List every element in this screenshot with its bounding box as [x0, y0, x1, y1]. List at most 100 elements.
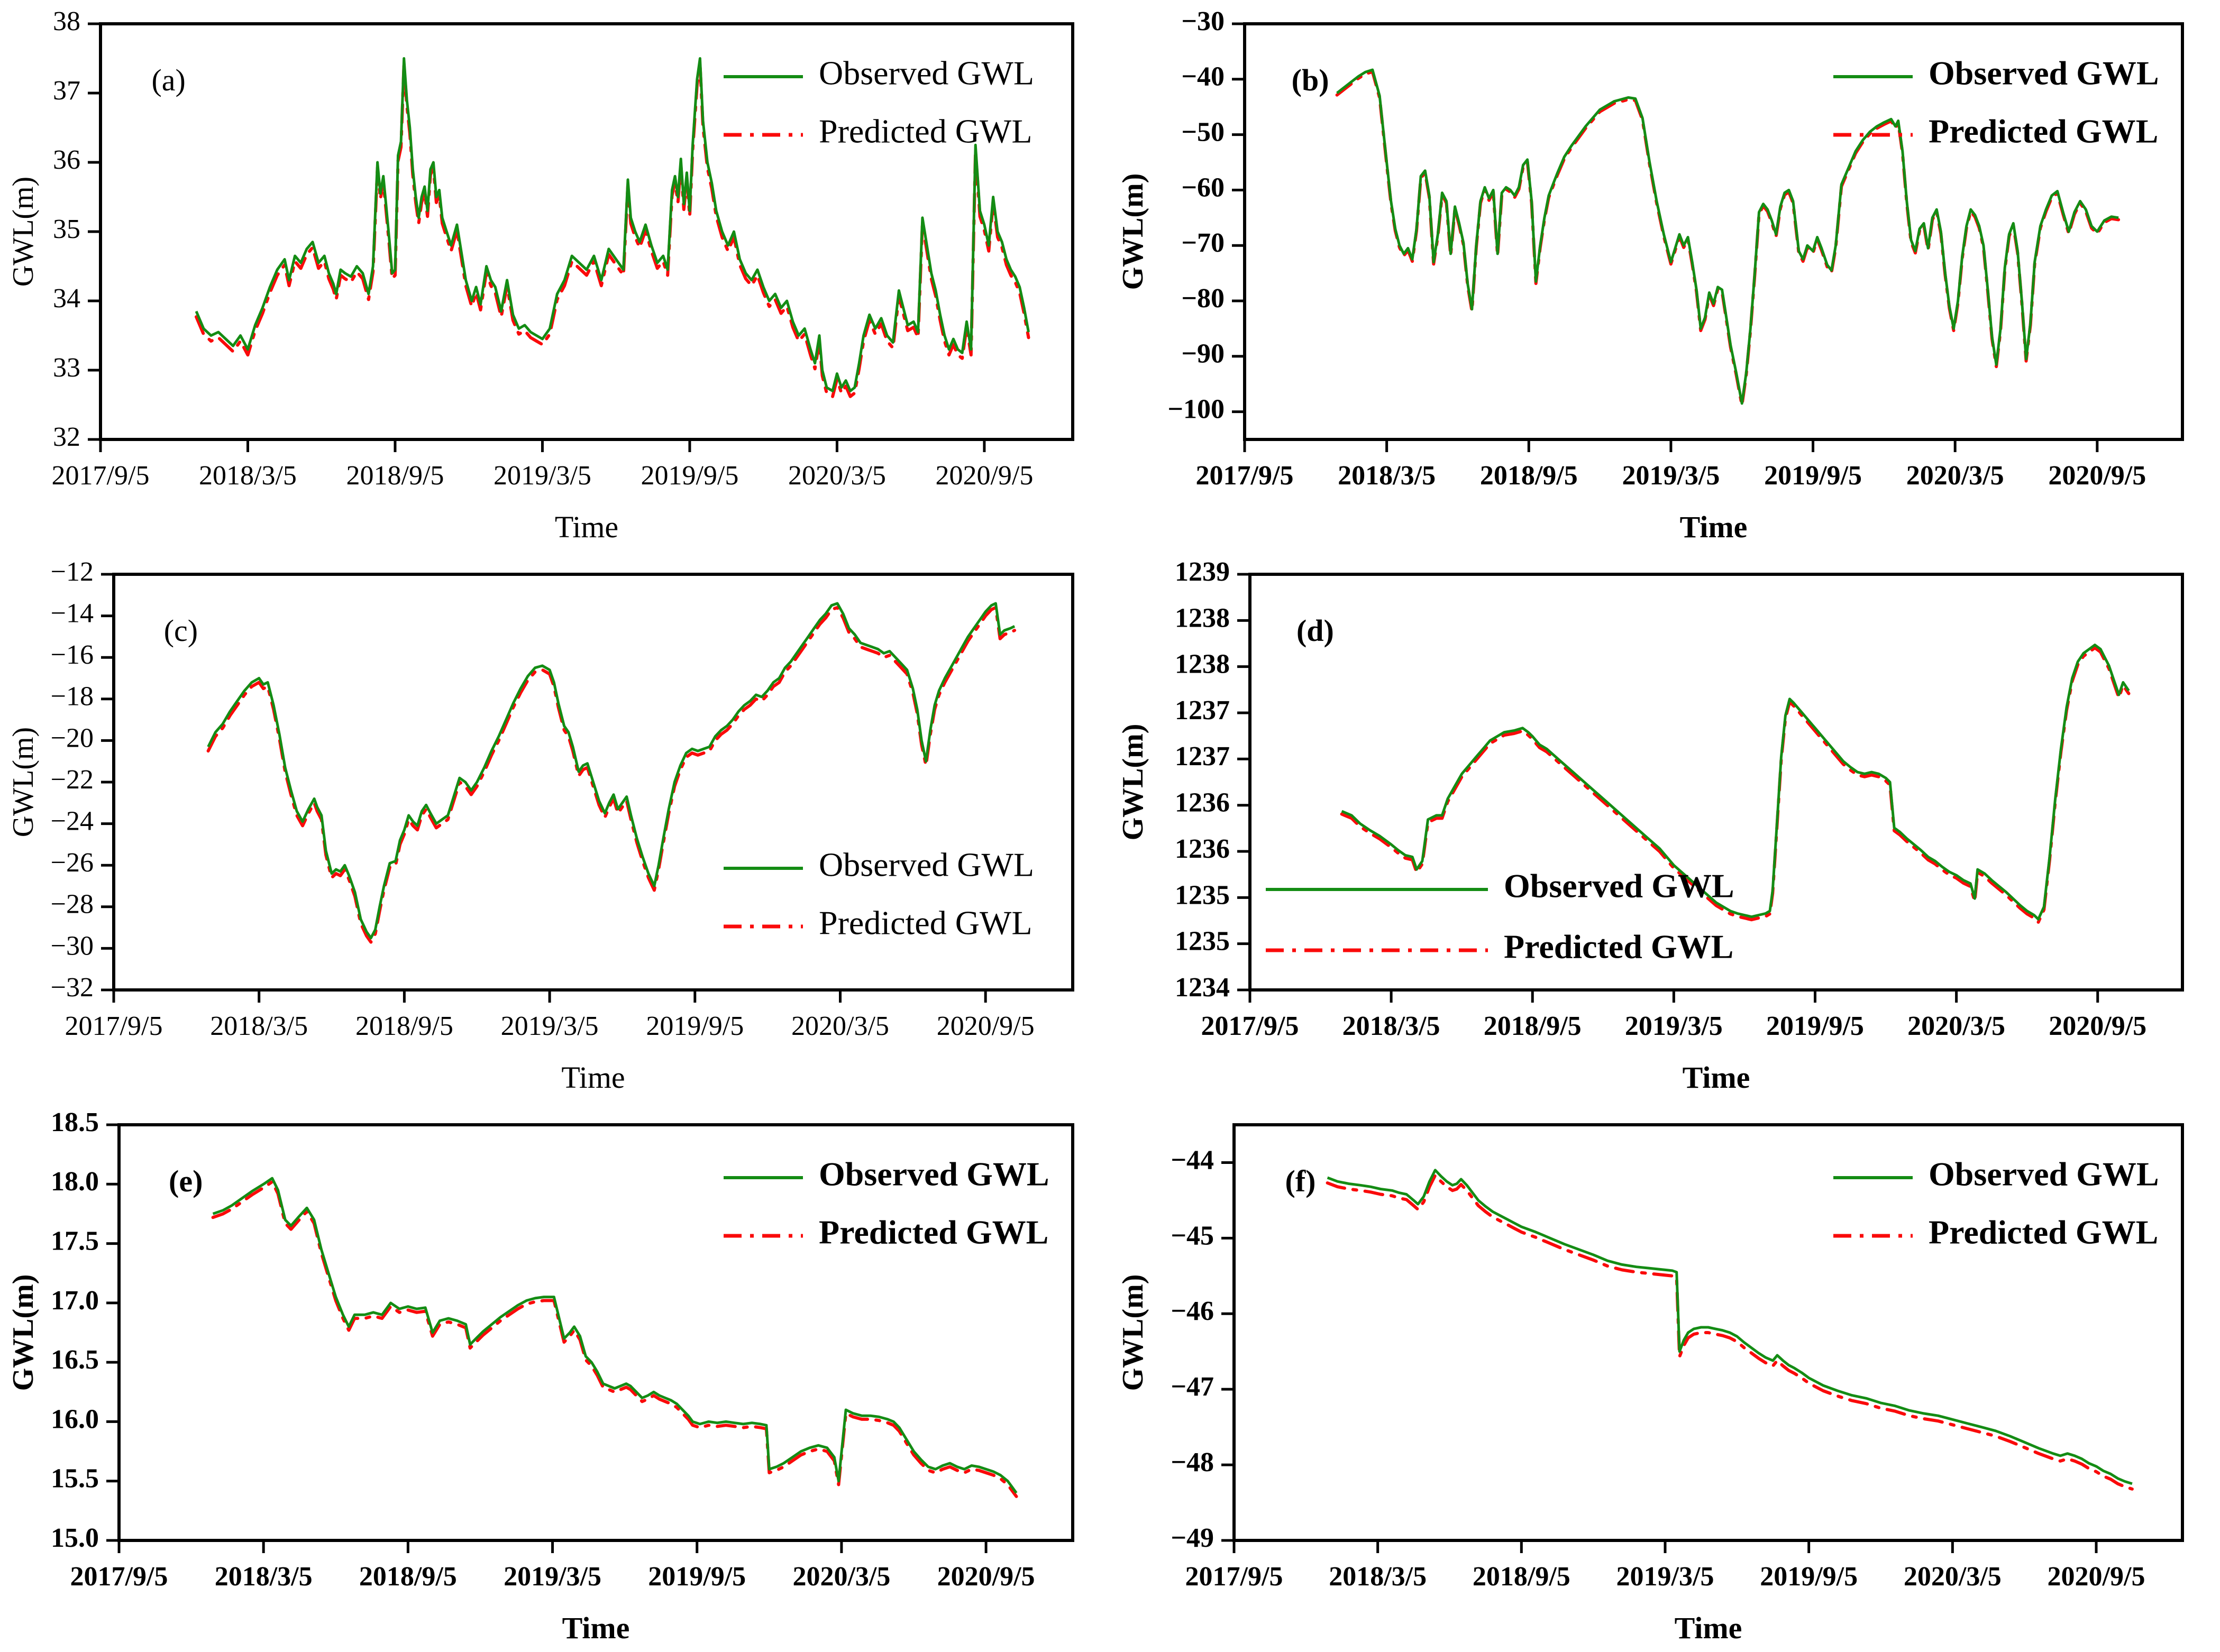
y-tick-label: −100 [1167, 394, 1225, 425]
panel-letter: (e) [169, 1164, 203, 1198]
y-tick-label: 1236 [1175, 834, 1230, 864]
observed-line [212, 1177, 1018, 1494]
x-tick-label: 2018/9/5 [355, 1011, 453, 1041]
plot-frame [117, 1123, 1074, 1542]
observed-line [1336, 68, 2119, 405]
y-tick-label: −30 [51, 931, 94, 961]
x-tick-label: 2019/3/5 [494, 461, 591, 491]
y-tick-label: 34 [53, 283, 80, 314]
y-tick-label: −50 [1181, 117, 1225, 148]
x-tick-label: 2018/3/5 [210, 1011, 308, 1041]
y-tick-label: 37 [53, 76, 80, 106]
legend-observed-label: Observed GWL [819, 846, 1034, 884]
x-tick-label: 2017/9/5 [65, 1011, 163, 1041]
legend-observed-label: Observed GWL [819, 1155, 1049, 1193]
y-tick-label: −12 [51, 557, 94, 587]
legend-observed-label: Observed GWL [1929, 1155, 2159, 1193]
panel-b: −30 −40 −50 −60 −70 −80 −90 −100 2017/9/5 2018/3/… [1110, 0, 2219, 550]
x-tick-label: 2019/3/5 [504, 1562, 601, 1592]
panel-f: −44 −45 −46 −47 −48 −49 2017/9/5 2018/3/5 2018/9… [1110, 1101, 2219, 1651]
legend-predicted-label: Predicted GWL [1929, 1214, 2158, 1251]
y-axis-title: GWL(m) [7, 177, 40, 287]
y-axis-title: GWL(m) [1117, 173, 1149, 290]
x-axis-title: Time [1675, 1611, 1742, 1645]
panel-letter: (b) [1292, 63, 1329, 97]
x-tick-label: 2018/3/5 [1338, 461, 1436, 491]
y-tick-label: −24 [51, 806, 94, 837]
y-tick-label: 18.0 [51, 1167, 99, 1197]
panel-a: 38 37 36 35 34 33 32 2017/9/5 2018/3/5 2018/9/5 20… [0, 0, 1110, 550]
plot-frame [1248, 573, 2184, 992]
x-tick-label: 2019/3/5 [1616, 1562, 1714, 1592]
y-axis-title: GWL(m) [7, 727, 40, 837]
y-tick-label: 1234 [1175, 972, 1230, 1003]
y-axis-title: GWL(m) [7, 1274, 40, 1391]
y-tick-label: 16.5 [51, 1345, 99, 1375]
y-tick-label: −46 [1171, 1296, 1214, 1326]
x-tick-label: 2018/3/5 [215, 1562, 313, 1592]
x-tick-label: 2018/9/5 [1480, 461, 1578, 491]
x-axis-title: Time [1680, 510, 1748, 544]
x-tick-label: 2018/9/5 [359, 1562, 457, 1592]
y-tick-label: −14 [51, 599, 94, 629]
x-tick-label: 2019/3/5 [501, 1011, 599, 1041]
y-tick-label: 18.5 [51, 1107, 99, 1137]
y-tick-label: 36 [53, 145, 80, 175]
y-tick-label: −90 [1181, 339, 1225, 369]
y-axis-title: GWL(m) [1117, 724, 1149, 841]
x-tick-label: 2020/9/5 [935, 461, 1033, 491]
y-tick-label: −40 [1181, 62, 1225, 92]
x-tick-label: 2019/9/5 [646, 1011, 744, 1041]
x-axis-title: Time [1683, 1060, 1750, 1095]
predicted-line [1326, 1173, 2134, 1491]
observed-line [195, 57, 1030, 392]
x-tick-label: 2020/3/5 [1907, 1011, 2005, 1041]
y-tick-label: 33 [53, 353, 80, 383]
legend-observed-label: Observed GWL [819, 54, 1034, 92]
x-tick-label: 2019/9/5 [648, 1562, 746, 1592]
x-axis-title: Time [562, 1611, 630, 1645]
plot-frame [1243, 22, 2184, 441]
legend-predicted-label: Predicted GWL [819, 113, 1032, 150]
panel-letter: (a) [151, 63, 185, 97]
y-tick-label: 1238 [1175, 649, 1230, 680]
panel-letter: (d) [1296, 613, 1334, 648]
y-tick-label: −18 [51, 682, 94, 712]
x-tick-label: 2017/9/5 [1185, 1562, 1283, 1592]
chart-c: −12 −14 −16 −18 −20 −22 −24 −26 −28 −30 −32 2017/9/… [7, 557, 1074, 1095]
y-tick-label: −47 [1171, 1372, 1214, 1402]
y-tick-label: 1235 [1175, 926, 1230, 957]
legend-predicted-label: Predicted GWL [1504, 928, 1733, 966]
x-tick-label: 2019/3/5 [1625, 1011, 1723, 1041]
legend-observed-label: Observed GWL [1929, 54, 2159, 92]
panel-letter: (c) [164, 613, 198, 648]
x-tick-label: 2017/9/5 [70, 1562, 168, 1592]
y-tick-label: −28 [51, 889, 94, 920]
observed-line [1341, 644, 2130, 921]
x-tick-label: 2020/3/5 [1906, 461, 2004, 491]
y-tick-label: −70 [1181, 228, 1225, 258]
observed-line [207, 602, 1016, 940]
y-tick-label: 1236 [1175, 788, 1230, 818]
y-tick-label: −26 [51, 848, 94, 878]
y-tick-label: 1237 [1175, 741, 1230, 772]
y-tick-label: −32 [51, 972, 94, 1003]
y-tick-label: −20 [51, 723, 94, 753]
y-tick-label: 17.5 [51, 1226, 99, 1256]
y-tick-label: −45 [1171, 1220, 1214, 1251]
y-tick-label: 1237 [1175, 695, 1230, 726]
x-tick-label: 2018/3/5 [1329, 1562, 1427, 1592]
chart-f: −44 −45 −46 −47 −48 −49 2017/9/5 2018/3/5 2018/9… [1117, 1123, 2184, 1645]
predicted-line [195, 62, 1030, 398]
x-tick-label: 2018/9/5 [346, 461, 444, 491]
y-tick-label: −60 [1181, 172, 1225, 203]
predicted-line [206, 605, 1017, 944]
y-tick-label: 32 [53, 422, 80, 452]
y-tick-label: −49 [1171, 1523, 1214, 1553]
x-tick-label: 2017/9/5 [1196, 461, 1294, 491]
legend-observed-label: Observed GWL [1504, 867, 1734, 905]
legend-predicted-label: Predicted GWL [1929, 113, 2158, 150]
y-tick-label: 1235 [1175, 880, 1230, 910]
x-tick-label: 2019/9/5 [641, 461, 738, 491]
